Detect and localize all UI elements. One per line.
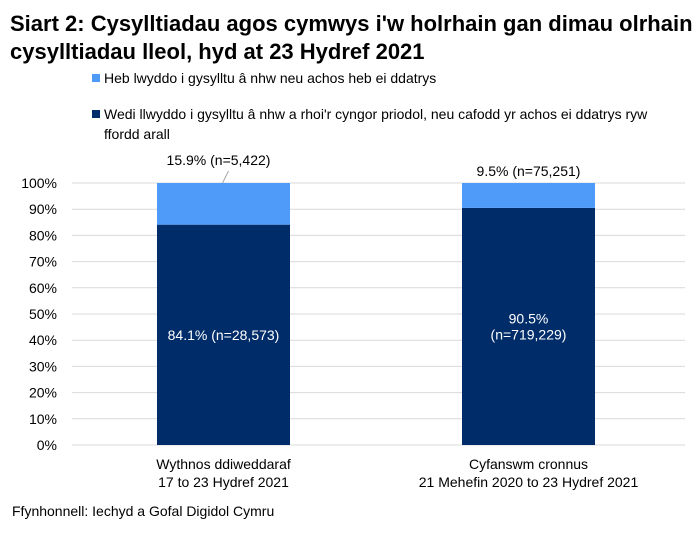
legend-swatch <box>92 110 100 118</box>
legend-swatch <box>92 74 100 82</box>
bar-segment <box>157 183 290 225</box>
leader-line <box>222 170 229 184</box>
y-tick-label: 70% <box>29 254 57 270</box>
source-note: Ffynhonnell: Iechyd a Gofal Digidol Cymr… <box>12 503 275 519</box>
bar-segment <box>462 207 595 445</box>
x-category-label: Cyfanswm cronnus <box>469 456 588 472</box>
legend-item-not-reached: Heb lwyddo i gysylltu â nhw neu achos he… <box>92 68 682 88</box>
data-label: 9.5% (n=75,251) <box>477 163 581 179</box>
data-label: 84.1% (n=28,573) <box>168 327 280 343</box>
y-tick-label: 100% <box>21 175 57 191</box>
y-tick-label: 10% <box>29 411 57 427</box>
y-tick-label: 90% <box>29 201 57 217</box>
x-category-label: 21 Mehefin 2020 to 23 Hydref 2021 <box>419 474 639 490</box>
legend-label: Wedi llwyddo i gysylltu â nhw a rhoi'r c… <box>104 106 648 142</box>
y-tick-label: 20% <box>29 385 57 401</box>
data-label: 15.9% (n=5,422) <box>167 152 271 168</box>
y-tick-label: 30% <box>29 358 57 374</box>
y-tick-label: 80% <box>29 227 57 243</box>
chart-title: Siart 2: Cysylltiadau agos cymwys i'w ho… <box>10 11 693 64</box>
x-category-label: 17 to 23 Hydref 2021 <box>158 474 289 490</box>
data-label: 90.5% <box>509 310 549 326</box>
data-label: (n=719,229) <box>491 326 567 342</box>
legend-item-reached: Wedi llwyddo i gysylltu â nhw a rhoi'r c… <box>92 104 682 144</box>
bar-segment <box>157 224 290 445</box>
y-tick-label: 60% <box>29 280 57 296</box>
y-tick-label: 0% <box>37 437 57 453</box>
legend-label: Heb lwyddo i gysylltu â nhw neu achos he… <box>104 70 437 86</box>
y-tick-label: 50% <box>29 306 57 322</box>
x-category-label: Wythnos ddiweddaraf <box>156 456 291 472</box>
bar-segment <box>462 183 595 208</box>
y-tick-label: 40% <box>29 332 57 348</box>
